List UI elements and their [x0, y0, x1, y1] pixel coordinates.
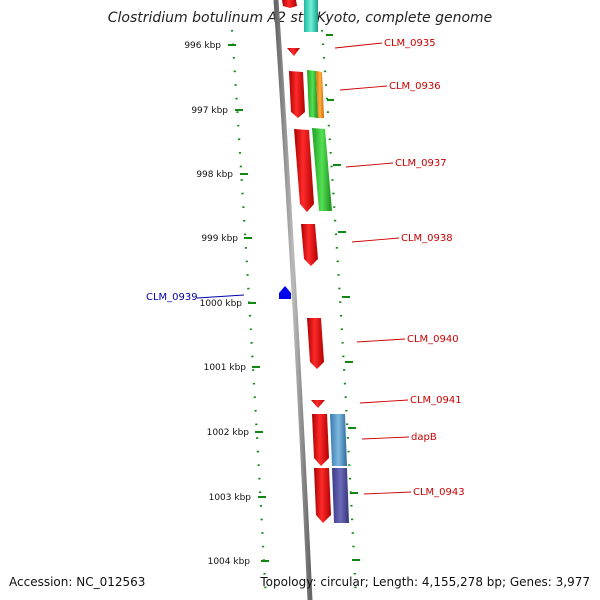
gene-label-clm-0935[interactable]: CLM_0935 — [384, 38, 436, 49]
gene-arrow-clm-0936[interactable] — [289, 71, 305, 118]
gene-label-clm-0939[interactable]: CLM_0939 — [146, 292, 198, 303]
gene-arrow-clm-0937[interactable] — [294, 129, 314, 212]
gene-label-clm-0936[interactable]: CLM_0936 — [389, 81, 441, 92]
kbp-label: 996 kbp — [184, 41, 221, 51]
function-bar — [312, 128, 332, 211]
gene-arrow-clm-0940[interactable] — [307, 318, 324, 369]
topology-text: Topology: circular; Length: 4,155,278 bp… — [259, 575, 590, 589]
kbp-label: 997 kbp — [191, 106, 228, 116]
function-bar — [316, 71, 324, 118]
outer-ring-ticks — [326, 34, 360, 561]
gene-labels: CLM_0935 CLM_0936 CLM_0937 CLM_0938 CLM_… — [146, 38, 465, 498]
function-bar — [304, 0, 318, 32]
function-bar — [332, 468, 349, 523]
kbp-label: 1001 kbp — [204, 363, 247, 373]
label-leaders — [196, 42, 412, 495]
genome-backbone — [273, 0, 313, 600]
gene-label-clm-0943[interactable]: CLM_0943 — [413, 487, 465, 498]
map-title: Clostridium botulinum A2 str. Kyoto, com… — [108, 10, 493, 26]
kbp-label: 998 kbp — [196, 170, 233, 180]
kbp-label: 1000 kbp — [200, 299, 243, 309]
gene-arrow-clm-0941[interactable] — [311, 400, 325, 408]
function-bar — [330, 414, 347, 466]
inner-scale-ring — [230, 29, 268, 600]
gene-arrow-dapb[interactable] — [312, 414, 329, 466]
kbp-label: 1003 kbp — [209, 493, 252, 503]
gene-track — [279, 0, 331, 523]
kbp-labels: 996 kbp 997 kbp 998 kbp 999 kbp 1000 kbp… — [184, 41, 251, 567]
gene-label-clm-0940[interactable]: CLM_0940 — [407, 334, 459, 345]
kbp-label: 1002 kbp — [207, 428, 250, 438]
gene-label-dapb[interactable]: dapB — [411, 432, 437, 443]
function-track — [304, 0, 349, 523]
gene-arrow-clm-0935[interactable] — [287, 48, 300, 56]
gene-label-clm-0938[interactable]: CLM_0938 — [401, 233, 453, 244]
gene-label-clm-0937[interactable]: CLM_0937 — [395, 158, 447, 169]
accession-text: Accession: NC_012563 — [9, 575, 145, 589]
kbp-label: 999 kbp — [201, 234, 238, 244]
function-bar — [307, 70, 318, 118]
gene-arrow-clm-0938[interactable] — [301, 224, 318, 266]
gene-arrow-clm-0939[interactable] — [279, 286, 291, 299]
gene-label-clm-0941[interactable]: CLM_0941 — [410, 395, 462, 406]
kbp-label: 1004 kbp — [208, 557, 251, 567]
gene-arrow-clm-0943[interactable] — [314, 468, 331, 523]
kbp-ticks — [228, 44, 269, 562]
gene-arrow-top[interactable] — [282, 0, 297, 8]
